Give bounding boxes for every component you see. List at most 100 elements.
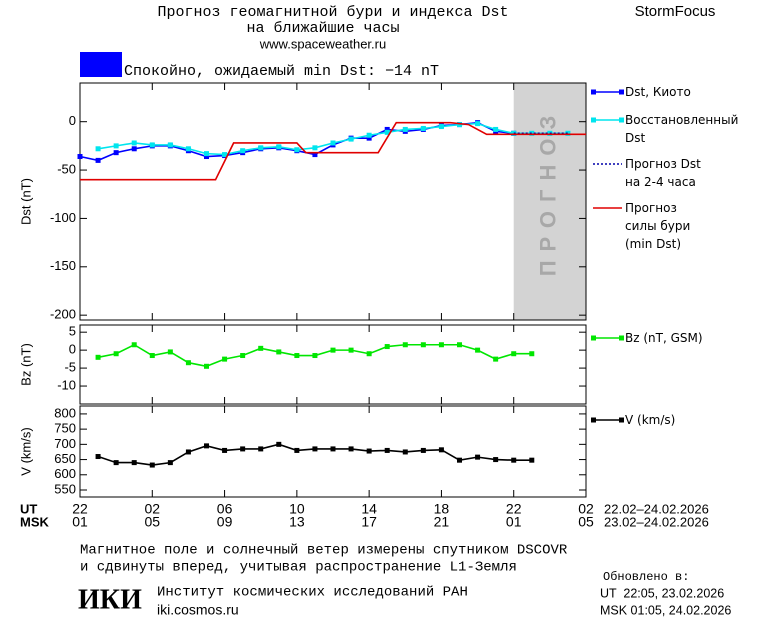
point (366, 448, 372, 454)
y-tick-label: 0 (69, 113, 76, 128)
point (438, 342, 444, 348)
point (330, 140, 336, 146)
title: Прогноз геомагнитной бури и индекса Dst (157, 4, 508, 21)
y-tick-label: -100 (50, 210, 76, 225)
status-box (80, 52, 122, 77)
x-tick-label: 06 (217, 501, 233, 517)
legend-label: Восстановленный Dst (625, 113, 739, 145)
y-tick-label: -5 (64, 360, 76, 375)
point (366, 135, 372, 141)
point (330, 446, 336, 452)
legend-label: Прогноз силы бури (min Dst) (625, 201, 691, 251)
point (204, 151, 209, 157)
point (384, 447, 390, 453)
point (204, 154, 209, 160)
point (276, 441, 282, 447)
point (348, 446, 354, 452)
point (511, 351, 517, 357)
y-tick-label: 0 (69, 342, 76, 357)
point (258, 446, 264, 452)
point (493, 457, 499, 463)
point (475, 347, 481, 353)
point (185, 360, 191, 366)
point (185, 449, 191, 455)
legend-label: Прогноз Dst на 2-4 часа (625, 157, 701, 189)
legend-label: Dst, Киото (625, 85, 691, 99)
series-line (79, 121, 514, 162)
point (420, 447, 426, 453)
y-tick-label: 600 (54, 466, 76, 481)
point (294, 147, 300, 153)
plot-frame (79, 324, 587, 405)
x2-range-label: 23.02–24.02.2026 (604, 514, 709, 529)
y-axis-label: Dst (nT) (18, 178, 33, 225)
point (366, 132, 372, 138)
x-tick-label: 14 (361, 501, 377, 517)
x2-tick-label: 17 (361, 514, 377, 530)
y-tick-label: -200 (50, 307, 76, 322)
point (565, 130, 571, 136)
point (294, 447, 300, 453)
point (95, 354, 101, 360)
y-tick-label: -150 (50, 258, 76, 273)
subtitle: на ближайшие часы (246, 20, 399, 37)
point (222, 152, 228, 158)
point (276, 349, 282, 355)
series-line (80, 121, 586, 181)
point (113, 351, 119, 357)
x2-tick-label: 13 (289, 514, 305, 530)
legend-marker (619, 117, 624, 123)
point (348, 347, 354, 353)
legend-marker (591, 417, 596, 423)
y-tick-label: 750 (54, 421, 76, 436)
site: iki.cosmos.ru (157, 602, 239, 618)
point (95, 454, 101, 460)
y-tick-label: 700 (54, 436, 76, 451)
y-tick-label: 5 (69, 324, 76, 339)
point (185, 146, 191, 152)
updated-label: Обновлено в: (603, 570, 689, 584)
point (113, 143, 119, 149)
point (77, 154, 83, 160)
brand: StormFocus (635, 3, 716, 20)
x2-tick-label: 01 (72, 514, 88, 530)
y-axis-label: Bz (nT) (18, 343, 33, 386)
point (149, 462, 155, 468)
point (420, 125, 426, 131)
x2-tick-label: 05 (144, 514, 160, 530)
point (457, 122, 462, 128)
point (529, 351, 535, 357)
point (113, 150, 119, 156)
legend-marker (619, 417, 624, 423)
x-tick-label: 22 (506, 501, 522, 517)
point (240, 353, 246, 359)
point (240, 446, 246, 452)
point (475, 454, 481, 460)
x2-tick-label: 21 (434, 514, 450, 530)
point (529, 130, 535, 136)
point (204, 363, 209, 369)
point (276, 144, 282, 150)
point (511, 457, 517, 463)
y-tick-label: 550 (54, 481, 76, 496)
point (131, 146, 137, 152)
point (420, 342, 426, 348)
point (258, 345, 264, 351)
legend-marker (619, 335, 624, 341)
x-tick-label: 02 (144, 501, 160, 517)
footer-note: и сдвинуты вперед, учитывая распростране… (80, 560, 517, 576)
point (222, 356, 228, 362)
legend-label: V (km/s) (625, 413, 676, 427)
point (131, 460, 137, 466)
status-text: Спокойно, ожидаемый min Dst: −14 nT (124, 63, 439, 80)
x2-tick-label: 09 (217, 514, 233, 530)
url: www.spaceweather.ru (259, 36, 386, 51)
y-tick-label: -50 (57, 161, 76, 176)
point (457, 342, 462, 348)
point (312, 353, 318, 359)
point (131, 342, 137, 348)
point (95, 146, 101, 152)
y-tick-label: -10 (57, 377, 76, 392)
point (258, 145, 264, 151)
x-tick-label: 02 (578, 501, 594, 517)
